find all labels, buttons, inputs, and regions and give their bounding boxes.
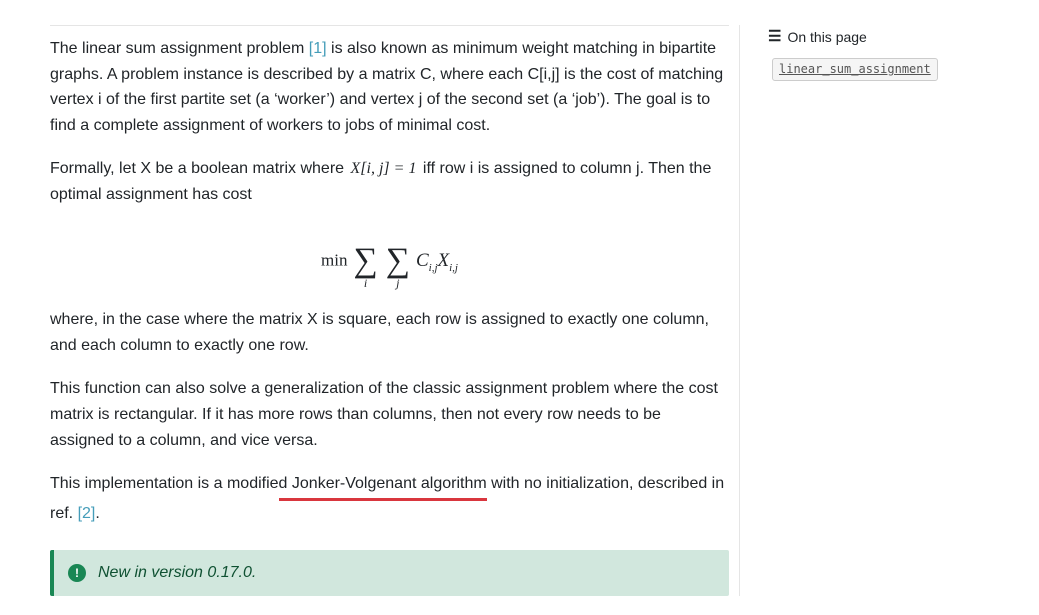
math-inline-xij: X[i, j] = 1 [349,160,419,177]
main-content: The linear sum assignment problem [1] is… [0,25,740,596]
page-wrapper: The linear sum assignment problem [1] is… [0,0,1039,596]
math-sum-j: ∑ j [386,244,410,280]
text-impl-c: . [95,505,99,522]
list-icon: ☰ [768,25,781,49]
version-note-text: New in version 0.17.0. [98,560,256,586]
paragraph-formally: Formally, let X be a boolean matrix wher… [50,156,729,207]
paragraph-generalization: This function can also solve a generaliz… [50,376,729,453]
highlighted-algorithm: d Jonker-Volgenant algorithm [279,471,487,501]
reference-link-1[interactable]: [1] [309,40,327,57]
info-icon: ! [68,564,86,582]
math-sum-i: ∑ i [353,244,377,280]
sidebar-toc: ☰ On this page linear_sum_assignment [740,25,1010,596]
toc-item-linear-sum-assignment[interactable]: linear_sum_assignment [772,58,938,81]
paragraph-intro: The linear sum assignment problem [1] is… [50,36,729,138]
math-term: Ci,jXi,j [416,250,458,271]
math-display-formula: min ∑ i ∑ j Ci,jXi,j [50,226,729,308]
paragraph-where: where, in the case where the matrix X is… [50,307,729,358]
math-sub-j: j [396,274,399,293]
version-added-note: ! New in version 0.17.0. [50,550,729,596]
text-formally-a: Formally, let X be a boolean matrix wher… [50,160,349,177]
top-divider [50,25,729,26]
reference-link-2[interactable]: [2] [78,505,96,522]
paragraph-implementation: This implementation is a modified Jonker… [50,471,729,526]
text-impl-a: This implementation is a modifie [50,475,279,492]
toc-heading: ☰ On this page [768,25,1010,49]
math-min: min [321,250,347,269]
text-intro-a: The linear sum assignment problem [50,40,309,57]
toc-heading-text: On this page [787,26,866,48]
math-sub-i: i [364,274,367,293]
